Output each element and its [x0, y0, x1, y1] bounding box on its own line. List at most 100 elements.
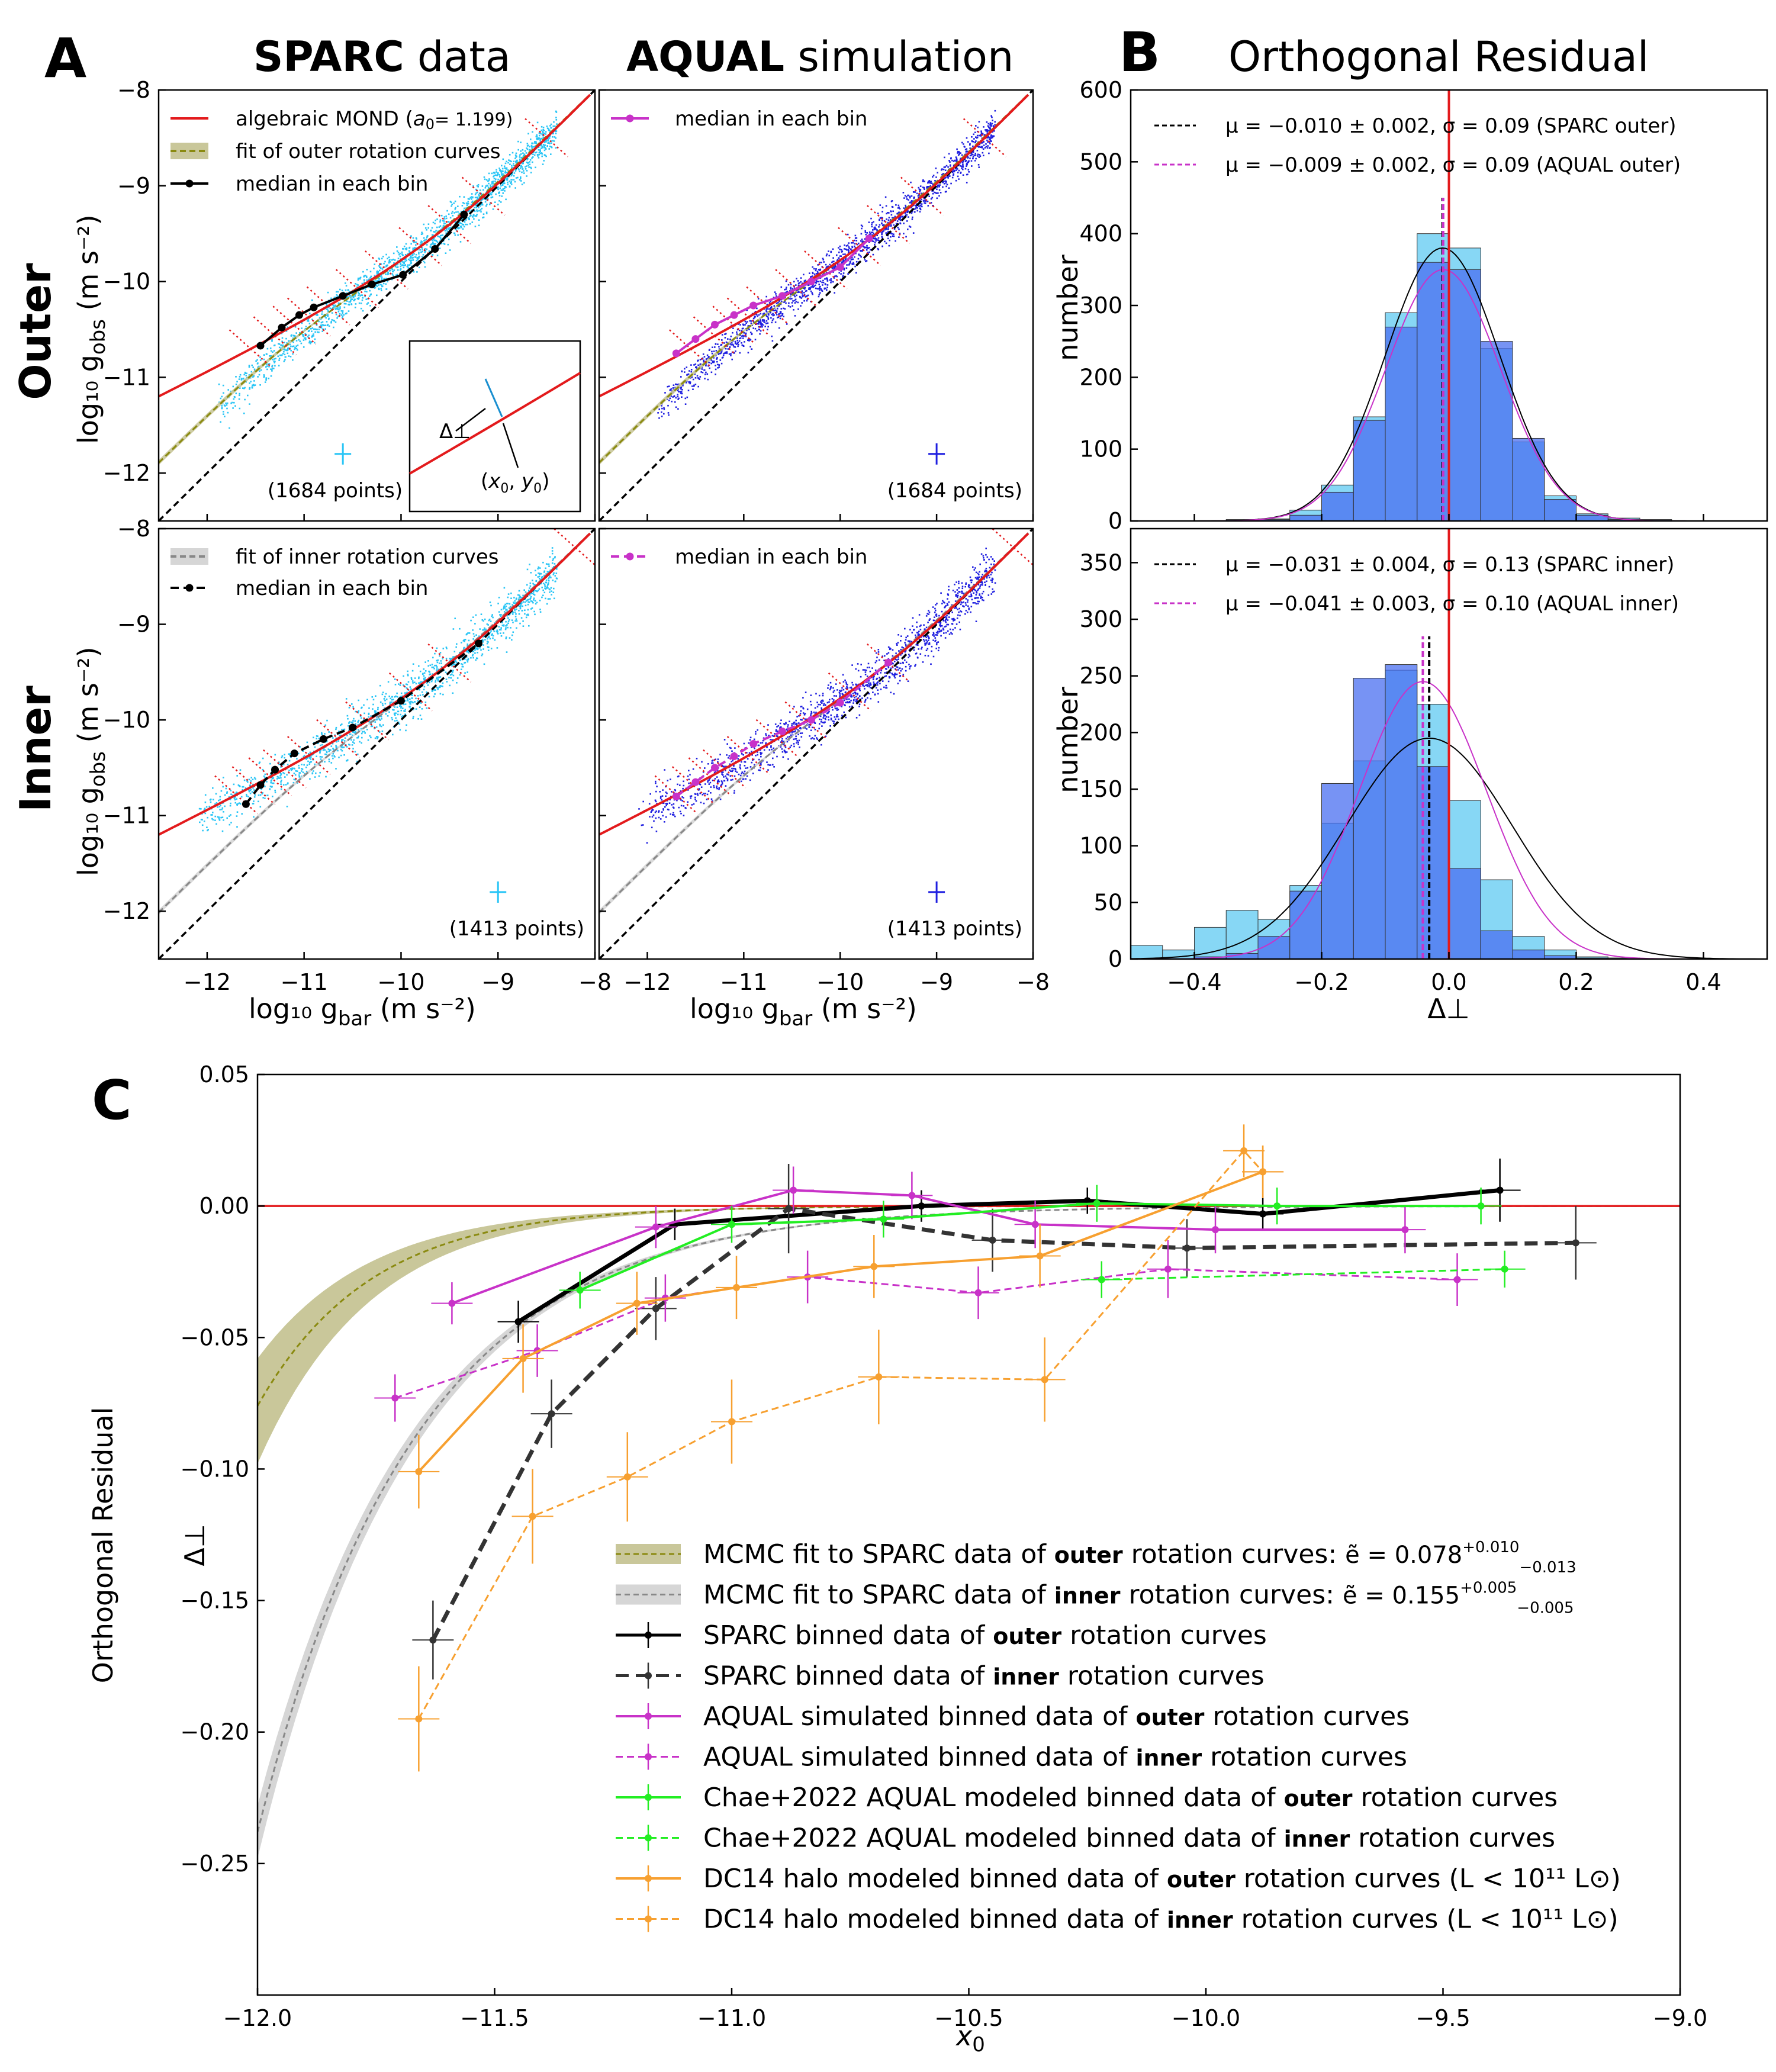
data-point	[956, 168, 958, 170]
data-point	[881, 245, 883, 247]
bin-mark	[804, 250, 848, 290]
data-point	[437, 659, 439, 661]
data-point	[885, 205, 887, 207]
data-point	[710, 371, 713, 374]
data-point	[529, 149, 531, 151]
data-point	[395, 263, 398, 266]
data-point	[219, 796, 221, 798]
data-point	[326, 719, 328, 722]
data-point	[365, 275, 368, 278]
data-point	[369, 271, 372, 273]
data-point	[744, 324, 746, 326]
data-point	[439, 221, 441, 223]
data-point	[466, 671, 468, 673]
data-point	[271, 340, 273, 342]
data-point	[457, 234, 459, 236]
data-point	[846, 699, 848, 700]
data-point	[792, 288, 793, 289]
data-point	[913, 196, 915, 198]
data-point	[385, 273, 387, 275]
data-point	[503, 606, 505, 607]
data-point	[527, 133, 529, 135]
data-point	[452, 656, 454, 658]
median-marker	[691, 335, 700, 343]
data-point	[406, 691, 408, 694]
data-point	[321, 330, 323, 332]
data-point	[412, 663, 414, 665]
data-point	[912, 191, 915, 193]
data-point	[401, 254, 404, 256]
data-point	[305, 766, 307, 768]
data-point	[307, 753, 310, 755]
data-point	[369, 721, 371, 723]
data-point	[414, 701, 416, 703]
data-point	[723, 352, 725, 355]
data-point	[510, 597, 512, 599]
data-point	[990, 137, 992, 139]
data-point	[223, 392, 224, 394]
data-point	[309, 778, 311, 780]
data-point	[482, 216, 485, 218]
data-point	[445, 658, 448, 659]
bin-mark	[287, 736, 331, 775]
data-point	[906, 210, 908, 212]
data-point	[987, 123, 989, 125]
data-point	[274, 789, 276, 792]
data-point	[552, 558, 554, 560]
data-point	[350, 739, 352, 741]
data-point	[840, 255, 842, 257]
data-point	[391, 717, 392, 719]
data-point	[861, 226, 864, 227]
data-point	[497, 186, 499, 188]
data-point	[555, 572, 558, 574]
data-point	[476, 185, 478, 187]
data-point	[767, 326, 769, 328]
data-point	[454, 617, 456, 619]
data-point	[423, 672, 426, 674]
data-point	[466, 643, 468, 645]
median-marker	[865, 234, 873, 243]
data-point	[977, 153, 979, 156]
data-point	[461, 223, 463, 224]
data-point	[400, 265, 401, 268]
data-point	[475, 203, 477, 205]
data-point	[449, 228, 451, 230]
data-point	[868, 233, 870, 236]
data-point	[431, 664, 433, 665]
data-point	[541, 577, 543, 578]
data-point	[962, 166, 964, 168]
data-point	[824, 718, 826, 719]
data-point	[274, 365, 276, 367]
data-point	[496, 647, 498, 649]
data-point	[842, 261, 844, 263]
data-point	[264, 786, 266, 787]
data-point	[519, 596, 521, 598]
data-point	[546, 127, 549, 129]
data-point	[828, 719, 830, 721]
data-point	[517, 149, 519, 151]
data-point	[742, 327, 744, 330]
data-point	[435, 243, 436, 245]
data-point	[406, 684, 408, 686]
data-point	[353, 731, 355, 733]
data-point	[767, 317, 770, 319]
data-point	[337, 303, 340, 305]
data-point	[211, 818, 213, 820]
data-point	[318, 317, 321, 319]
data-point	[895, 223, 897, 225]
data-point	[358, 719, 360, 722]
data-point	[709, 362, 710, 363]
data-point	[487, 180, 489, 182]
data-point	[980, 132, 983, 134]
data-point	[239, 769, 242, 771]
data-point	[400, 696, 403, 697]
data-point	[412, 249, 414, 251]
data-point	[286, 774, 288, 776]
data-point	[742, 334, 744, 337]
data-point	[217, 816, 219, 818]
data-point	[324, 749, 326, 751]
data-point	[358, 729, 359, 731]
data-point	[486, 623, 488, 625]
data-point	[500, 609, 503, 611]
data-point	[456, 661, 458, 664]
